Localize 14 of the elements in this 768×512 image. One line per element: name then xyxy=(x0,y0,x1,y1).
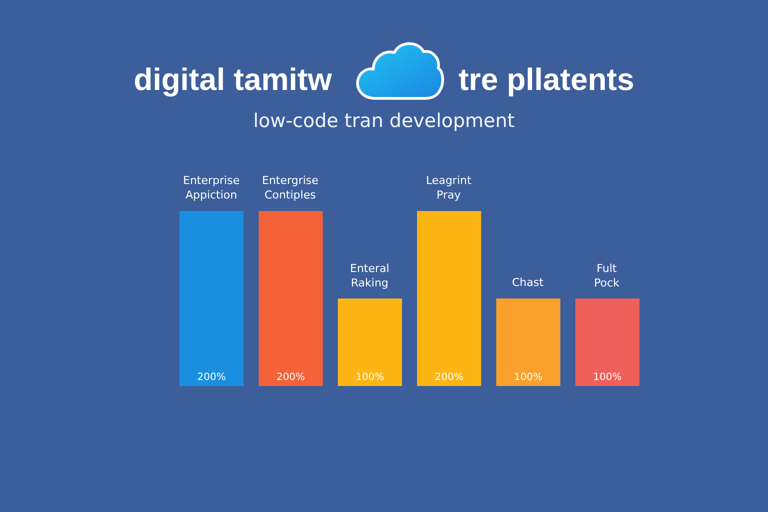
x-tick-label: Enteral Raking xyxy=(350,262,390,290)
x-tick-label: Chast xyxy=(512,276,544,289)
data-label: 200% xyxy=(434,372,464,383)
data-label: 200% xyxy=(276,372,306,383)
data-label: 100% xyxy=(514,372,543,383)
x-tick-label: Leagrint Pray xyxy=(426,174,472,202)
data-label: 200% xyxy=(197,372,226,383)
x-tick-label: Fult Pock xyxy=(594,262,620,290)
data-label: 100% xyxy=(593,372,622,383)
x-tick-label: Entergrise Contiples xyxy=(262,174,319,202)
chart-subtitle: low-code tran development xyxy=(252,109,516,133)
chart-title: digital tamitw tre pllatents xyxy=(134,62,634,97)
x-tick-label: Enterprise Appiction xyxy=(183,174,240,202)
data-label: 100% xyxy=(356,372,384,383)
